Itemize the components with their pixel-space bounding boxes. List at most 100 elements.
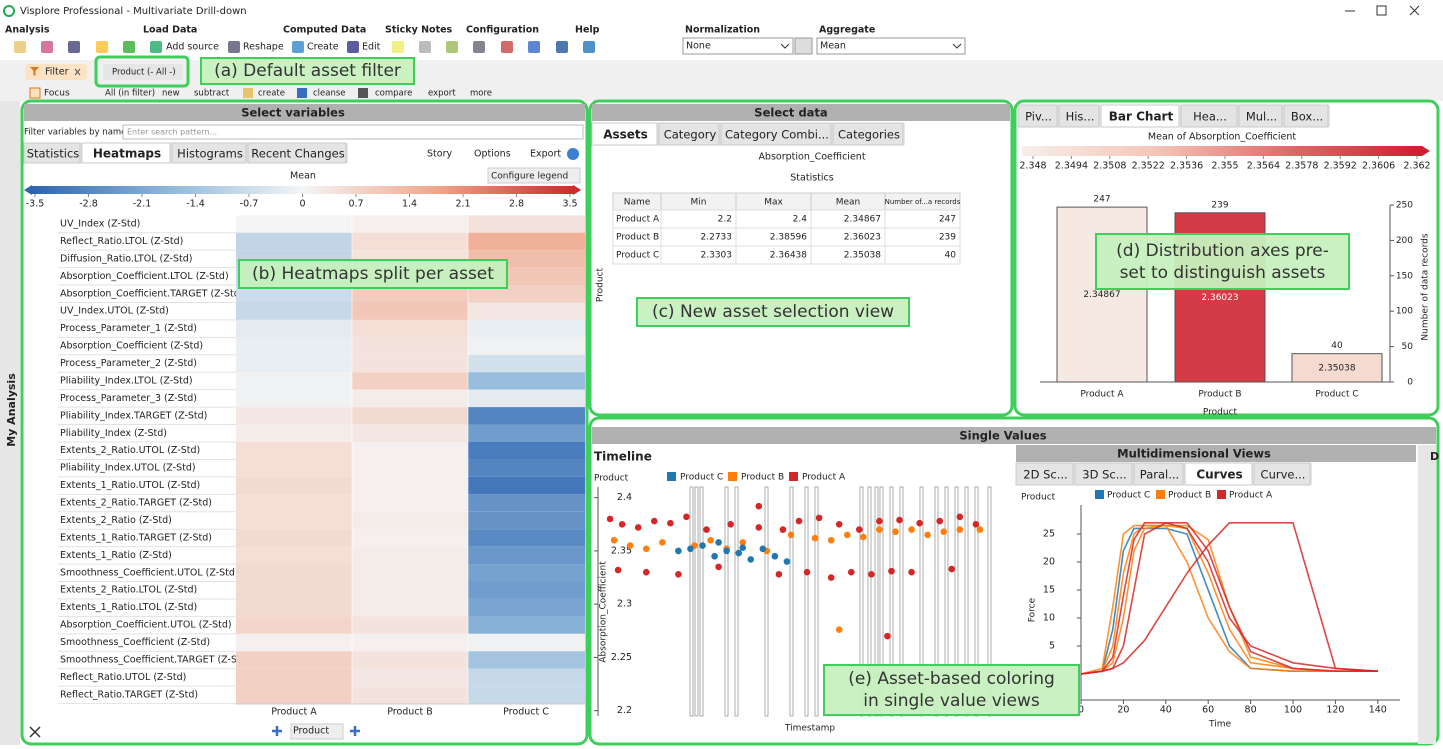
legend-label[interactable]: Product B	[1168, 491, 1211, 501]
tab-label[interactable]: Assets	[603, 128, 648, 142]
heatmap-cell[interactable]	[468, 232, 585, 251]
data-point[interactable]	[606, 515, 614, 523]
heatmap-cell[interactable]	[352, 442, 469, 460]
toolbar-button[interactable]: Create	[307, 42, 339, 53]
dropdown[interactable]	[682, 37, 794, 55]
split-dropdown[interactable]	[290, 723, 344, 740]
heatmap-cell[interactable]	[352, 668, 469, 687]
toolbar-icon[interactable]	[528, 41, 540, 53]
data-point[interactable]	[667, 519, 674, 527]
data-point[interactable]	[811, 534, 819, 542]
variable-label[interactable]: Process_Parameter_3 (Z-Std)	[60, 393, 197, 404]
heatmap-cell[interactable]	[236, 232, 353, 251]
data-point[interactable]	[642, 545, 650, 553]
toolbar-icon[interactable]	[150, 41, 162, 53]
variable-label[interactable]: Absorption_Coefficient.LTOL (Z-Std)	[60, 271, 229, 282]
heatmap-cell[interactable]	[352, 424, 469, 442]
tab[interactable]	[1184, 462, 1253, 486]
data-point[interactable]	[626, 542, 634, 549]
variable-label[interactable]: Extents_2_Ratio.LTOL (Z-Std)	[60, 585, 197, 596]
data-point[interactable]	[659, 539, 666, 546]
heatmap-cell[interactable]	[468, 337, 585, 355]
legend-label[interactable]: Product C	[680, 473, 723, 483]
data-point[interactable]	[715, 539, 722, 546]
tab[interactable]	[1253, 462, 1311, 486]
action-button[interactable]: subtract	[194, 89, 230, 99]
toolbar-icon[interactable]	[556, 41, 568, 53]
data-point[interactable]	[795, 517, 803, 525]
legend-label[interactable]: Product B	[741, 473, 784, 483]
variable-label[interactable]: Smoothness_Coefficient (Z-Std)	[60, 637, 210, 648]
tab-label[interactable]: Heatmaps	[93, 147, 161, 161]
heatmap-cell[interactable]	[236, 407, 353, 425]
tab-label[interactable]: Category	[664, 128, 717, 142]
data-point[interactable]	[634, 524, 642, 531]
tab[interactable]	[1074, 462, 1133, 486]
heatmap-cell[interactable]	[236, 511, 353, 530]
menu-group[interactable]: Load Data	[143, 25, 197, 36]
heatmap-cell[interactable]	[236, 215, 353, 233]
legend-label[interactable]: Product A	[1229, 491, 1273, 501]
legend-label[interactable]: Product C	[1107, 491, 1150, 501]
heatmap-cell[interactable]	[352, 372, 469, 390]
tab[interactable]	[591, 122, 658, 146]
heatmap-cell[interactable]	[236, 598, 353, 617]
variable-label[interactable]: UV_Index (Z-Std)	[60, 219, 140, 230]
menu-group[interactable]: Analysis	[5, 25, 50, 36]
data-point[interactable]	[723, 547, 730, 555]
data-point[interactable]	[755, 524, 763, 531]
data-point[interactable]	[860, 533, 867, 541]
data-point[interactable]	[976, 526, 984, 533]
data-point[interactable]	[739, 539, 747, 546]
configure-legend[interactable]	[487, 167, 581, 184]
heatmap-cell[interactable]	[468, 668, 585, 687]
heatmap-cell[interactable]	[352, 319, 469, 338]
variable-label[interactable]: Process_Parameter_1 (Z-Std)	[60, 323, 197, 334]
toolbar-icon[interactable]	[583, 41, 595, 53]
heatmap-cell[interactable]	[236, 442, 353, 460]
tab[interactable]	[1180, 104, 1238, 128]
data-point[interactable]	[642, 568, 650, 576]
data-point[interactable]	[924, 531, 931, 539]
toolbar-icon[interactable]	[14, 41, 26, 53]
toolbar-icon[interactable]	[392, 41, 404, 53]
heatmap-cell[interactable]	[352, 232, 469, 251]
data-point[interactable]	[815, 514, 823, 522]
variable-label[interactable]: Diffusion_Ratio.LTOL (Z-Std)	[60, 253, 192, 264]
tab-label[interactable]: Histograms	[177, 147, 243, 161]
variable-label[interactable]: Extents_1_Ratio (Z-Std)	[60, 550, 172, 561]
data-point[interactable]	[835, 626, 843, 634]
heatmap-cell[interactable]	[352, 494, 469, 512]
data-point[interactable]	[916, 519, 923, 527]
tab[interactable]	[81, 142, 171, 164]
data-point[interactable]	[908, 568, 915, 576]
toolbar-icon[interactable]	[123, 41, 135, 53]
tab[interactable]	[23, 142, 81, 164]
data-point[interactable]	[711, 552, 718, 560]
data-point[interactable]	[735, 549, 742, 557]
heatmap-cell[interactable]	[352, 354, 469, 373]
heatmap-cell[interactable]	[468, 442, 585, 460]
heatmap-cell[interactable]	[468, 529, 585, 547]
data-point[interactable]	[739, 544, 747, 552]
heatmap-cell[interactable]	[352, 302, 469, 320]
heatmap-cell[interactable]	[236, 686, 353, 704]
heatmap-cell[interactable]	[236, 424, 353, 442]
heatmap-cell[interactable]	[236, 668, 353, 687]
tab-label[interactable]: Category Combi...	[725, 128, 829, 142]
data-point[interactable]	[699, 542, 706, 549]
heatmap-cell[interactable]	[352, 476, 469, 495]
toolbar-button[interactable]: Add source	[166, 42, 219, 53]
toolbar-icon[interactable]	[292, 41, 304, 53]
heatmap-cell[interactable]	[468, 389, 585, 408]
tab[interactable]	[171, 142, 247, 164]
heatmap-cell[interactable]	[236, 546, 353, 565]
heatmap-cell[interactable]	[352, 511, 469, 530]
tab[interactable]	[658, 122, 720, 146]
menu-group[interactable]: Help	[575, 25, 600, 36]
data-point[interactable]	[888, 567, 895, 575]
tab[interactable]	[832, 122, 904, 146]
variable-label[interactable]: UV_Index.UTOL (Z-Std)	[60, 306, 169, 317]
data-point[interactable]	[896, 516, 903, 524]
heatmap-cell[interactable]	[468, 302, 585, 320]
